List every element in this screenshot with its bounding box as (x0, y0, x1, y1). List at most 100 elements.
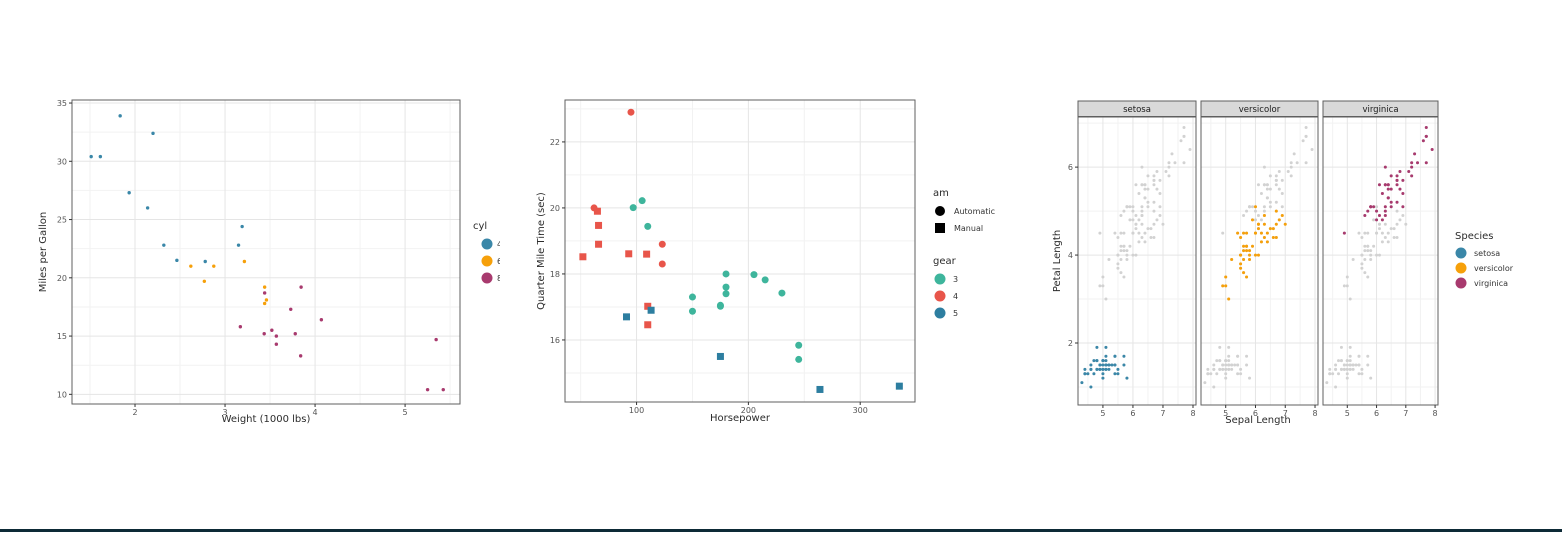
background-data-point (1128, 205, 1132, 209)
data-point (1242, 271, 1246, 275)
background-data-point (1116, 266, 1120, 270)
x-tick-label: 6 (1253, 409, 1258, 418)
y-tick-label: 20 (57, 274, 67, 283)
data-point (175, 258, 179, 263)
legend-marker-circle (934, 307, 946, 319)
data-point (262, 332, 266, 336)
background-data-point (1116, 235, 1120, 239)
legend-title: am (933, 188, 949, 199)
background-data-point (1259, 192, 1263, 196)
x-tick-label: 5 (1223, 409, 1228, 418)
background-data-point (1345, 284, 1349, 288)
data-point (1253, 253, 1257, 257)
data-point (293, 332, 297, 336)
background-data-point (1212, 367, 1216, 371)
background-data-point (1125, 249, 1129, 253)
data-point (627, 108, 635, 116)
background-data-point (1363, 249, 1367, 253)
data-point (1095, 359, 1099, 363)
background-data-point (1256, 183, 1260, 187)
background-data-point (1334, 363, 1338, 367)
background-data-point (1253, 209, 1257, 213)
data-point (716, 301, 724, 309)
background-data-point (1134, 183, 1138, 187)
data-point (1430, 148, 1434, 152)
data-point (236, 243, 241, 247)
background-data-point (1212, 385, 1216, 389)
data-point (1080, 381, 1084, 385)
legend-entry-label: setosa (1474, 249, 1500, 258)
data-point (262, 301, 267, 306)
background-data-point (1122, 249, 1126, 253)
data-point (1227, 297, 1231, 301)
x-tick-label: 6 (1130, 409, 1135, 418)
legend-entry-label: 3 (953, 275, 958, 284)
data-point (593, 207, 601, 215)
background-data-point (1125, 205, 1129, 209)
background-data-point (1119, 244, 1123, 248)
data-point (644, 222, 652, 230)
data-point (118, 114, 122, 118)
background-data-point (1345, 376, 1349, 380)
x-tick-label: 8 (1312, 409, 1317, 418)
data-point (722, 290, 730, 298)
qsec-vs-hp-svg: 100 200 300 16 18 20 22 Horsepower Quarter Mile … (536, 99, 995, 424)
background-data-point (1289, 174, 1293, 178)
data-point (1122, 363, 1126, 367)
facet-strip-label: virginica (1362, 105, 1398, 115)
data-point (1224, 275, 1228, 279)
data-point (1095, 345, 1099, 349)
iris-facets-svg: setosa 5 6 7 8 2 4 6 versicolor 5 6 7 8 virginica 5 6 7 8… (1052, 100, 1514, 426)
data-point (1398, 170, 1402, 174)
data-point (1262, 222, 1266, 226)
data-point (1268, 227, 1272, 231)
background-data-point (1227, 345, 1231, 349)
data-point (1107, 367, 1111, 371)
background-data-point (1404, 222, 1408, 226)
data-point (1410, 174, 1414, 178)
background-data-point (1342, 367, 1346, 371)
data-point (264, 298, 269, 302)
background-data-point (1337, 372, 1341, 376)
background-data-point (1345, 367, 1349, 371)
background-data-point (1342, 284, 1346, 288)
background-data-point (1372, 244, 1376, 248)
data-point (1386, 183, 1390, 187)
background-data-point (1369, 249, 1373, 253)
data-point (1248, 253, 1252, 257)
data-point (1271, 227, 1275, 231)
background-data-point (1277, 187, 1281, 191)
data-point (1101, 363, 1105, 367)
y-tick-label: 20 (550, 204, 560, 213)
facet-strip (1322, 100, 1439, 117)
background-data-point (1143, 187, 1147, 191)
background-data-point (1372, 218, 1376, 222)
data-point (242, 259, 247, 264)
background-data-point (1334, 367, 1338, 371)
background-data-point (1357, 354, 1361, 358)
data-point (1101, 372, 1105, 376)
background-data-point (1146, 227, 1150, 231)
data-point (1224, 284, 1228, 288)
data-point (1383, 213, 1387, 217)
background-data-point (1158, 192, 1162, 196)
background-data-point (1395, 235, 1399, 239)
data-point (151, 131, 155, 136)
data-point (1125, 376, 1129, 380)
data-point (1086, 372, 1090, 376)
background-data-point (1377, 227, 1381, 231)
background-data-point (1137, 231, 1141, 235)
x-tick-label: 5 (1100, 409, 1105, 418)
x-axis-title: Horsepower (710, 413, 771, 424)
data-point (1245, 275, 1249, 279)
chart-iris-species-facets: setosa 5 6 7 8 2 4 6 versicolor 5 6 7 8 virginica 5 6 7 8… (1040, 0, 1562, 460)
data-point (1104, 359, 1108, 363)
data-point (1424, 161, 1428, 165)
background-data-point (1325, 381, 1329, 385)
data-point (750, 271, 758, 279)
y-tick-label: 35 (57, 99, 67, 108)
data-point (1245, 244, 1249, 248)
background-data-point (1265, 196, 1269, 200)
background-data-point (1380, 231, 1384, 235)
data-point (1236, 231, 1240, 235)
